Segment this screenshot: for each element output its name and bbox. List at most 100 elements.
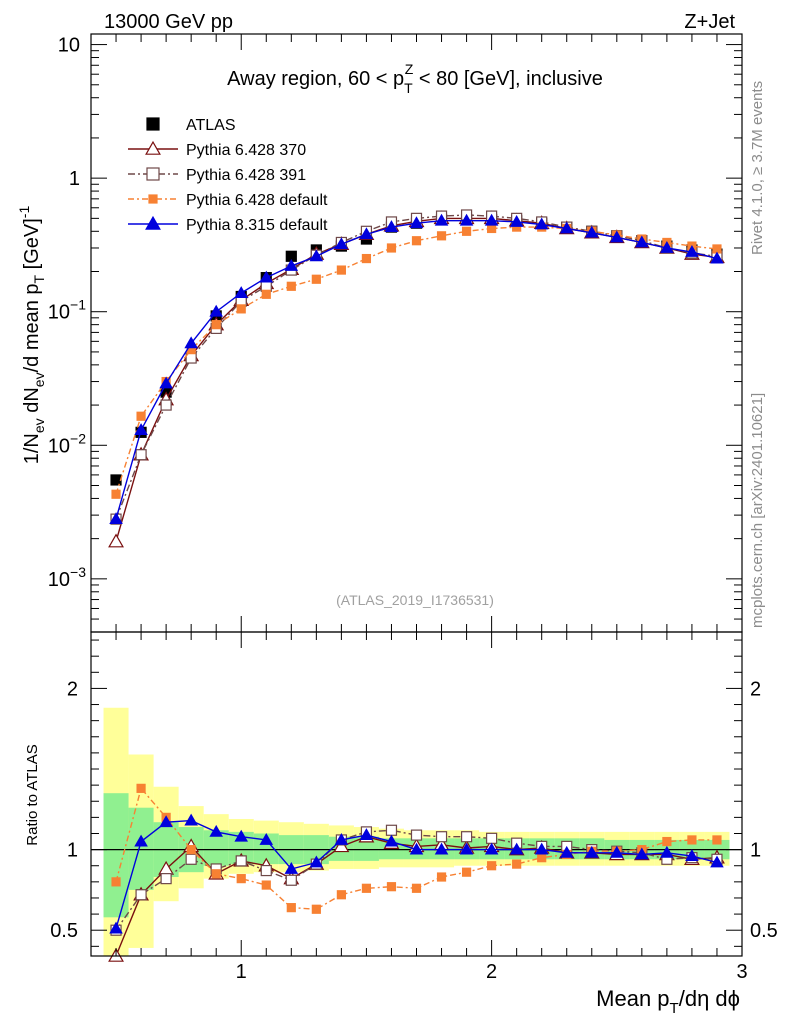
data-point [385,824,398,836]
data-point [559,845,574,858]
data-point [134,423,148,435]
legend-entry: Pythia 8.315 default [128,215,328,234]
data-point [461,226,472,236]
data-point [610,230,624,243]
data-point [309,249,324,262]
data-point [135,889,147,901]
rivet-label: Rivet 4.1.0, ≥ 3.7M events [749,81,766,255]
y-tick-label: 10−2 [48,430,86,457]
legend-label: Pythia 8.315 default [186,217,328,234]
data-point [687,835,697,845]
x-tick-label: 1 [236,961,247,983]
data-point [311,904,321,914]
data-point [235,855,247,867]
data-point [584,225,599,238]
data-point [309,855,324,868]
data-point [284,259,299,271]
data-point [386,882,397,892]
data-point [434,842,449,855]
legend-entry: Pythia 6.428 391 [128,167,306,184]
legend-label: Pythia 6.428 default [186,192,328,209]
y-tick-label: 10 [58,35,80,57]
data-point [209,824,223,837]
legend-marker [145,140,161,155]
legend-entry: Pythia 6.428 370 [128,140,306,159]
data-point [211,869,221,879]
data-point [135,449,147,461]
data-point [334,832,349,845]
data-point [434,213,449,226]
data-point [336,890,346,900]
y-tick-label-right: 0.5 [750,920,778,942]
data-point [109,921,123,934]
data-point [410,829,423,841]
legend: ATLAS Pythia 6.428 370 Pythia 6.428 391 Pyt… [128,117,328,234]
data-point [660,241,674,253]
data-point [660,845,674,858]
data-point [662,836,672,847]
data-point [185,853,197,865]
data-point [710,855,724,868]
data-point [234,286,249,298]
data-point [509,842,524,855]
data-point [712,835,722,845]
watermark: (ATLAS_2019_I1736531) [336,592,494,608]
data-point [111,877,121,887]
data-point [411,236,422,246]
data-point [484,213,499,226]
data-point [260,864,272,877]
data-point [359,227,374,240]
data-point [436,231,447,241]
data-point [108,533,124,548]
data-point [285,874,297,886]
data-point [286,903,296,913]
ratio-y-axis-label: Ratio to ATLAS [24,744,41,845]
y-tick-label: 0.5 [50,920,78,942]
data-point [537,853,547,863]
y-tick-label: 2 [67,678,78,700]
data-point [336,265,346,275]
data-point [534,217,549,230]
data-point [635,235,649,248]
data-point [459,842,474,855]
data-point [334,237,349,250]
legend-marker [145,215,161,230]
data-point [136,783,146,793]
data-point [184,336,198,349]
data-point [584,845,599,858]
y-tick-label-right: 1 [750,840,761,862]
data-point [409,216,424,229]
data-point [384,834,399,847]
data-point [512,859,522,869]
ratio-frame [90,631,743,957]
data-point [386,243,397,253]
y-tick-label: 10−3 [48,564,86,591]
data-point [261,289,271,299]
data-point [487,223,497,234]
data-point [160,873,172,885]
legend-label: Pythia 6.428 391 [186,167,306,184]
data-point [159,815,173,828]
data-point [259,832,274,845]
data-point [487,861,497,871]
y-tick-label: 10−1 [48,297,86,324]
process-label: Z+Jet [684,11,735,33]
data-point [436,872,447,882]
data-point [236,304,246,314]
energy-label: 13000 GeV pp [104,11,233,33]
data-point [361,253,372,264]
uncertainty-band-inner [103,793,129,918]
data-point [284,861,299,874]
legend-entry: Pythia 6.428 default [128,192,328,209]
mcplots-label: mcplots.cern.ch [arXiv:2401.10621] [749,393,766,628]
data-point [384,220,399,233]
data-point [236,874,246,884]
legend-entry: ATLAS [146,117,236,134]
data-point [186,845,196,855]
data-point [134,834,148,847]
legend-label: Pythia 6.428 370 [186,142,306,159]
y-tick-label: 1 [69,168,80,190]
data-point [409,842,424,855]
data-point [136,411,146,421]
